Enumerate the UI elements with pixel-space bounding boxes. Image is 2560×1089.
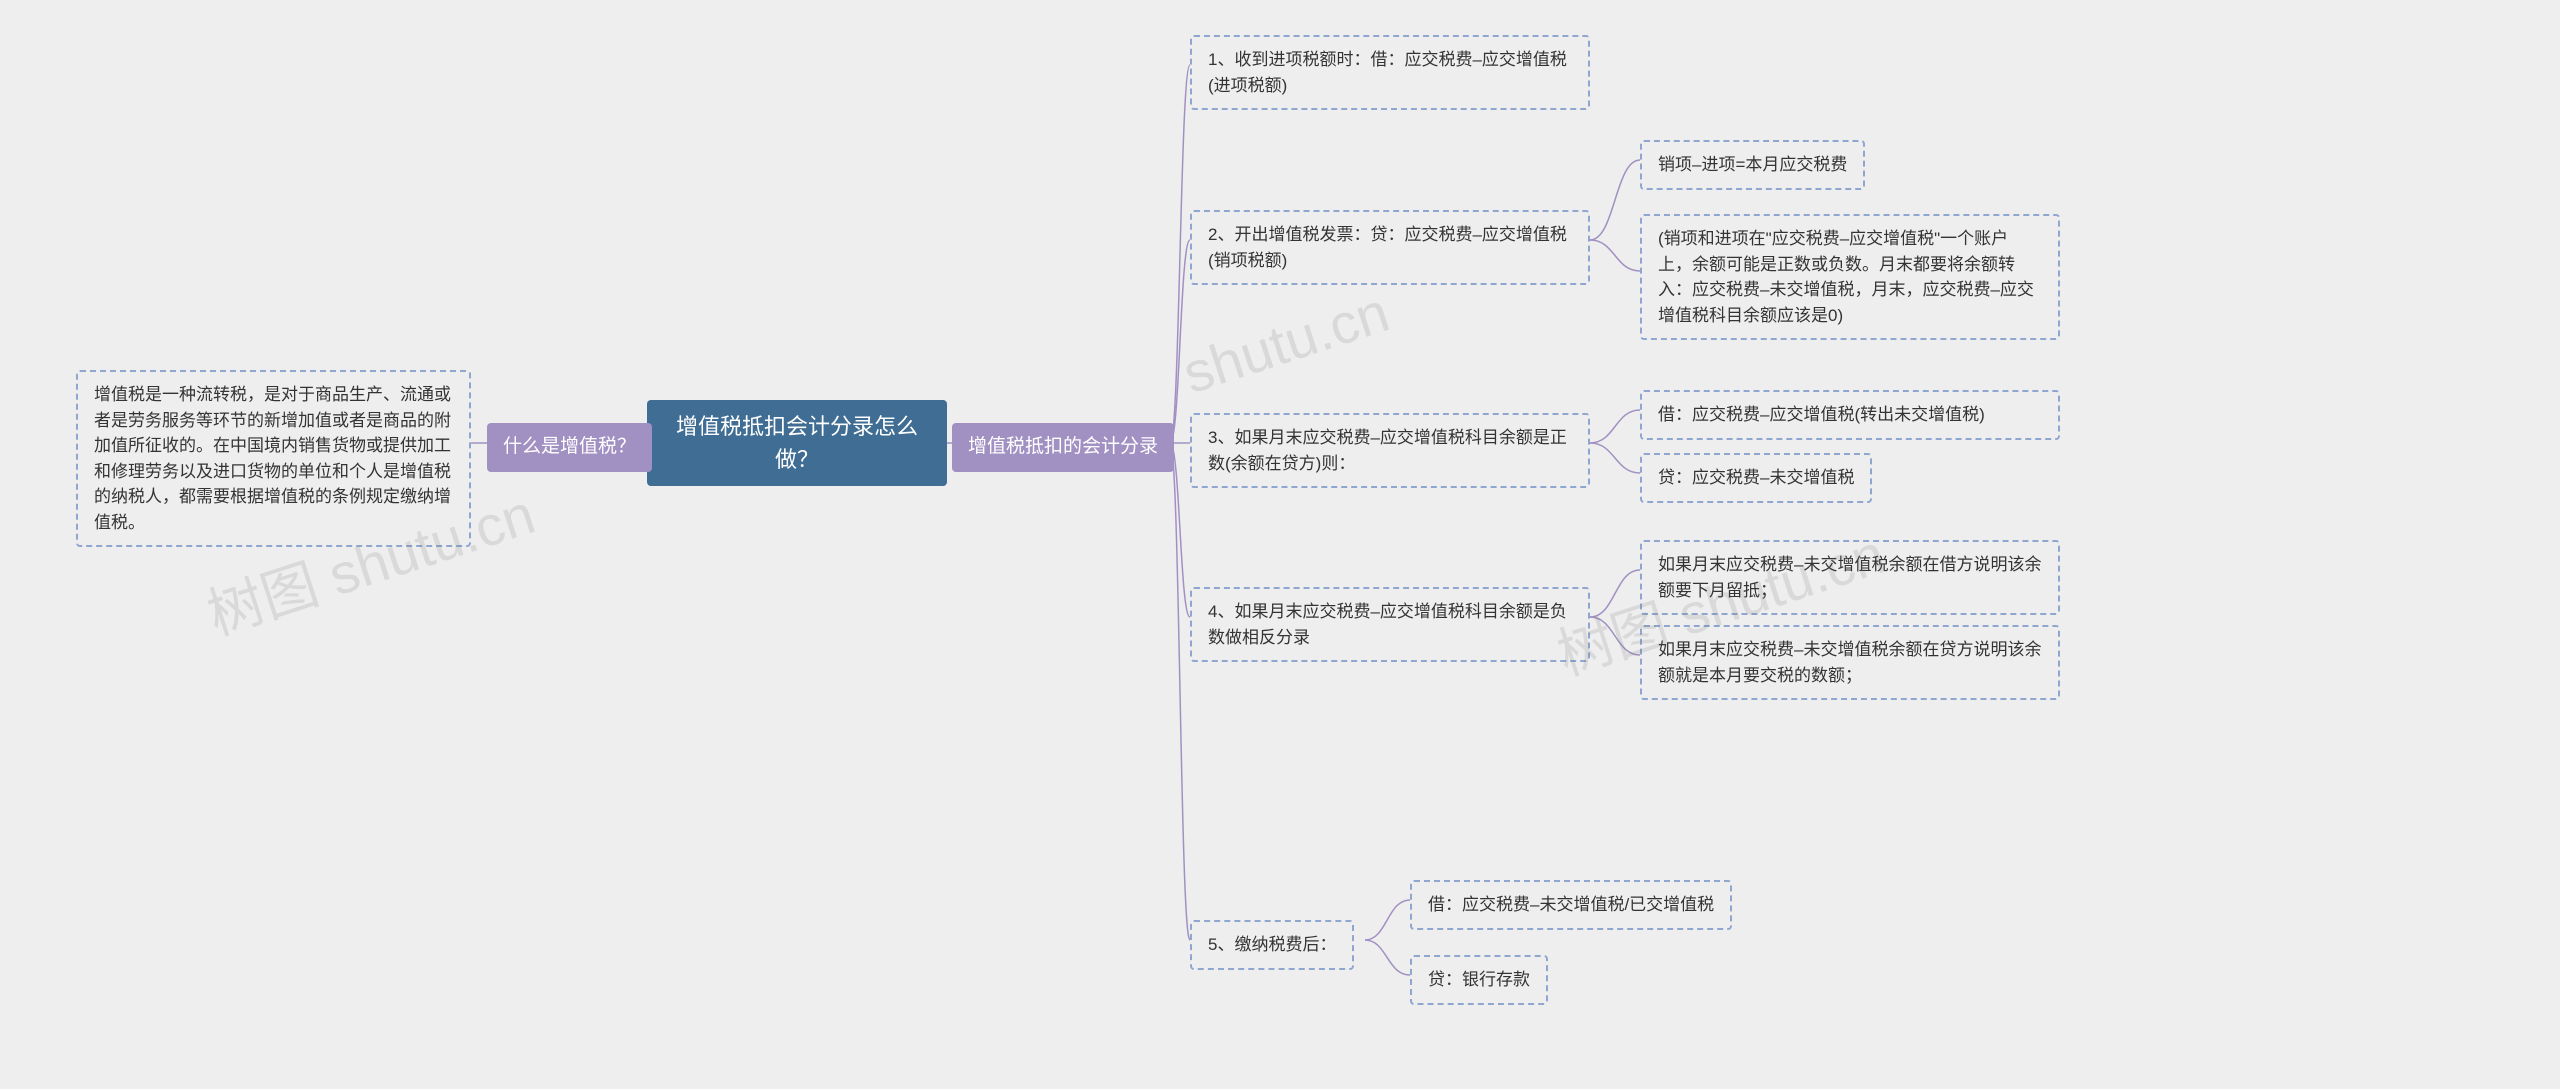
c5a-node[interactable]: 借：应交税费–未交增值税/已交增值税 <box>1410 880 1732 930</box>
c4a-node[interactable]: 如果月末应交税费–未交增值税余额在借方说明该余额要下月留抵； <box>1640 540 2060 615</box>
c2a-text: 销项–进项=本月应交税费 <box>1658 155 1847 174</box>
c5-text: 5、缴纳税费后： <box>1208 935 1336 954</box>
left-leaf-text: 增值税是一种流转税，是对于商品生产、流通或者是劳务服务等环节的新增加值或者是商品… <box>94 385 451 532</box>
left-branch-label: 什么是增值税？ <box>503 436 636 457</box>
c4a-text: 如果月末应交税费–未交增值税余额在借方说明该余额要下月留抵； <box>1658 555 2041 600</box>
left-leaf-node[interactable]: 增值税是一种流转税，是对于商品生产、流通或者是劳务服务等环节的新增加值或者是商品… <box>76 370 471 547</box>
left-branch-node[interactable]: 什么是增值税？ <box>487 423 652 472</box>
c5b-node[interactable]: 贷：银行存款 <box>1410 955 1548 1005</box>
root-text: 增值税抵扣会计分录怎么做？ <box>676 414 918 472</box>
c3-text: 3、如果月末应交税费–应交增值税科目余额是正数(余额在贷方)则： <box>1208 428 1567 473</box>
c3b-text: 贷：应交税费–未交增值税 <box>1658 468 1854 487</box>
c4b-text: 如果月末应交税费–未交增值税余额在贷方说明该余额就是本月要交税的数额； <box>1658 640 2041 685</box>
root-node[interactable]: 增值税抵扣会计分录怎么做？ <box>647 400 947 486</box>
c2a-node[interactable]: 销项–进项=本月应交税费 <box>1640 140 1865 190</box>
c4-text: 4、如果月末应交税费–应交增值税科目余额是负数做相反分录 <box>1208 602 1567 647</box>
c3a-text: 借：应交税费–应交增值税(转出未交增值税) <box>1658 405 1985 424</box>
right-branch-node[interactable]: 增值税抵扣的会计分录 <box>952 423 1174 472</box>
c5b-text: 贷：银行存款 <box>1428 970 1530 989</box>
c4b-node[interactable]: 如果月末应交税费–未交增值税余额在贷方说明该余额就是本月要交税的数额； <box>1640 625 2060 700</box>
c1-node[interactable]: 1、收到进项税额时：借：应交税费–应交增值税(进项税额) <box>1190 35 1590 110</box>
c3-node[interactable]: 3、如果月末应交税费–应交增值税科目余额是正数(余额在贷方)则： <box>1190 413 1590 488</box>
watermark: shutu.cn <box>1175 279 1396 406</box>
c2-node[interactable]: 2、开出增值税发票：贷：应交税费–应交增值税(销项税额) <box>1190 210 1590 285</box>
c4-node[interactable]: 4、如果月末应交税费–应交增值税科目余额是负数做相反分录 <box>1190 587 1590 662</box>
c2b-node[interactable]: (销项和进项在"应交税费–应交增值税"一个账户上，余额可能是正数或负数。月末都要… <box>1640 214 2060 340</box>
c3a-node[interactable]: 借：应交税费–应交增值税(转出未交增值税) <box>1640 390 2060 440</box>
right-branch-label: 增值税抵扣的会计分录 <box>968 436 1158 457</box>
c3b-node[interactable]: 贷：应交税费–未交增值税 <box>1640 453 1872 503</box>
c5-node[interactable]: 5、缴纳税费后： <box>1190 920 1354 970</box>
c5a-text: 借：应交税费–未交增值税/已交增值税 <box>1428 895 1714 914</box>
c1-text: 1、收到进项税额时：借：应交税费–应交增值税(进项税额) <box>1208 50 1567 95</box>
c2-text: 2、开出增值税发票：贷：应交税费–应交增值税(销项税额) <box>1208 225 1567 270</box>
c2b-text: (销项和进项在"应交税费–应交增值税"一个账户上，余额可能是正数或负数。月末都要… <box>1658 229 2034 325</box>
